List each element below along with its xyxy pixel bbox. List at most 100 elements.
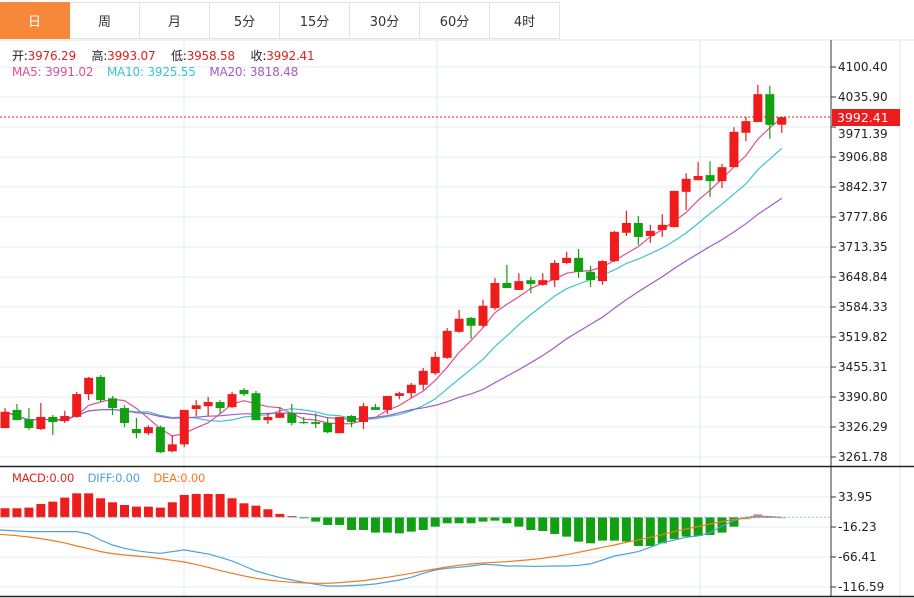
candle — [598, 260, 607, 285]
candle — [538, 273, 548, 286]
macd-bar — [574, 517, 584, 542]
candle-body — [777, 117, 787, 125]
macd-bar — [72, 493, 82, 518]
candle — [406, 382, 416, 399]
candle — [239, 388, 249, 396]
candle — [311, 413, 321, 429]
candle-body — [645, 230, 655, 236]
candle — [72, 391, 82, 418]
candle — [741, 116, 751, 142]
candle — [155, 425, 165, 454]
candle — [645, 224, 655, 243]
macd-bar — [454, 517, 464, 524]
ma20-value: 3818.48 — [249, 65, 299, 79]
candle — [0, 408, 10, 429]
candle-body — [72, 394, 82, 417]
macd-bar — [681, 517, 691, 537]
macd-bar — [466, 517, 476, 524]
candle-body — [562, 257, 572, 263]
dea-line — [0, 516, 782, 584]
candle-body — [514, 281, 524, 290]
tab-60min[interactable]: 60分 — [420, 2, 490, 39]
candle — [60, 410, 70, 423]
candle — [705, 161, 715, 197]
macd-bar — [705, 517, 715, 535]
candle-body — [717, 167, 727, 182]
ma5-value: 3991.02 — [45, 65, 94, 79]
tab-4hour[interactable]: 4时 — [490, 2, 560, 39]
macd-bar — [215, 493, 225, 518]
candle-body — [598, 261, 607, 282]
candle — [765, 85, 775, 139]
candle — [203, 396, 213, 416]
y-tick-label: 3455.31 — [838, 360, 888, 374]
candle-body — [143, 427, 153, 434]
macd-bar — [645, 517, 655, 546]
candle — [299, 416, 309, 424]
candle — [562, 251, 572, 264]
macd-bar — [143, 506, 153, 518]
macd-bar — [167, 502, 177, 518]
tab-month[interactable]: 月 — [140, 2, 210, 39]
candle-body — [239, 389, 249, 395]
current-price-value: 3992.41 — [837, 110, 889, 125]
macd-bar — [335, 517, 345, 525]
y-tick-label: 4035.90 — [838, 90, 888, 104]
ma-line-ma20 — [4, 197, 783, 421]
candle — [370, 403, 380, 410]
candle-body — [275, 413, 285, 418]
tab-day[interactable]: 日 — [0, 2, 70, 39]
macd-lines — [0, 515, 782, 587]
candles — [0, 84, 787, 454]
candle — [108, 395, 118, 416]
candle-body — [418, 370, 428, 385]
diff-value: 0.00 — [115, 471, 140, 485]
candle-body — [287, 413, 297, 423]
tab-5min[interactable]: 5分 — [210, 2, 280, 39]
candle-body — [215, 402, 225, 409]
grid — [0, 39, 914, 596]
low-value: 3958.58 — [186, 49, 235, 63]
candle — [251, 390, 261, 421]
macd-bar — [299, 517, 309, 519]
macd-bar — [36, 503, 46, 518]
candle — [454, 309, 464, 333]
macd-bar — [598, 517, 607, 541]
candle-body — [442, 330, 452, 358]
macd-bar — [526, 517, 536, 530]
candle — [131, 417, 141, 439]
candle-body — [335, 416, 345, 434]
tab-week[interactable]: 周 — [70, 2, 140, 39]
candle-body — [120, 408, 129, 423]
candle — [167, 435, 177, 453]
candle — [120, 405, 129, 428]
macd-label: MACD: — [12, 471, 50, 485]
candle — [347, 415, 357, 428]
macd-histogram — [0, 493, 787, 546]
candle-body — [299, 422, 309, 424]
macd-bar — [550, 517, 560, 534]
macd-bar — [633, 517, 643, 546]
candle — [418, 368, 428, 390]
macd-bar — [311, 517, 321, 522]
y-tick-label: 3713.35 — [838, 240, 888, 254]
candle — [490, 277, 500, 310]
candle-body — [466, 317, 476, 326]
candle — [633, 216, 643, 245]
candle — [96, 375, 106, 403]
macd-bar — [48, 501, 58, 518]
candle — [526, 276, 536, 294]
candle-body — [0, 411, 10, 429]
macd-bar — [359, 517, 368, 530]
candle — [323, 417, 333, 434]
tab-30min[interactable]: 30分 — [350, 2, 420, 39]
candle-body — [359, 406, 368, 423]
ma10-label: MA10: — [106, 65, 144, 79]
candle-body — [323, 422, 333, 433]
candle — [586, 265, 596, 288]
tab-15min[interactable]: 15分 — [280, 2, 350, 39]
candle — [12, 403, 22, 421]
macd-bar — [370, 517, 380, 533]
macd-y-tick-label: -66.41 — [838, 550, 877, 564]
